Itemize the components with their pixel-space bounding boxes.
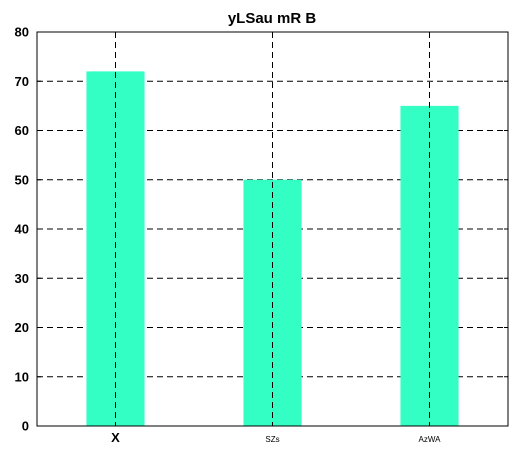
y-tick-label: 60: [15, 123, 29, 138]
y-tick-label: 10: [15, 369, 29, 384]
y-tick-label: 70: [15, 74, 29, 89]
chart-title: yLSau mR B: [228, 10, 317, 27]
y-axis-ticks: 0 10 20 30 40 50 60 70 80: [15, 25, 508, 434]
y-tick-label: 30: [15, 271, 29, 286]
x-tick-label: AzWA: [419, 435, 442, 444]
x-tick-label: X: [111, 430, 120, 445]
y-tick-label: 20: [15, 320, 29, 335]
y-tick-label: 80: [15, 25, 29, 40]
y-tick-label: 50: [15, 172, 29, 187]
y-tick-label: 0: [22, 419, 29, 434]
x-tick-label: SZs: [265, 435, 279, 444]
y-tick-label: 40: [15, 222, 29, 237]
x-axis-ticks: X SZs AzWA: [111, 32, 441, 445]
vertical-grid-lines: [115, 32, 430, 426]
